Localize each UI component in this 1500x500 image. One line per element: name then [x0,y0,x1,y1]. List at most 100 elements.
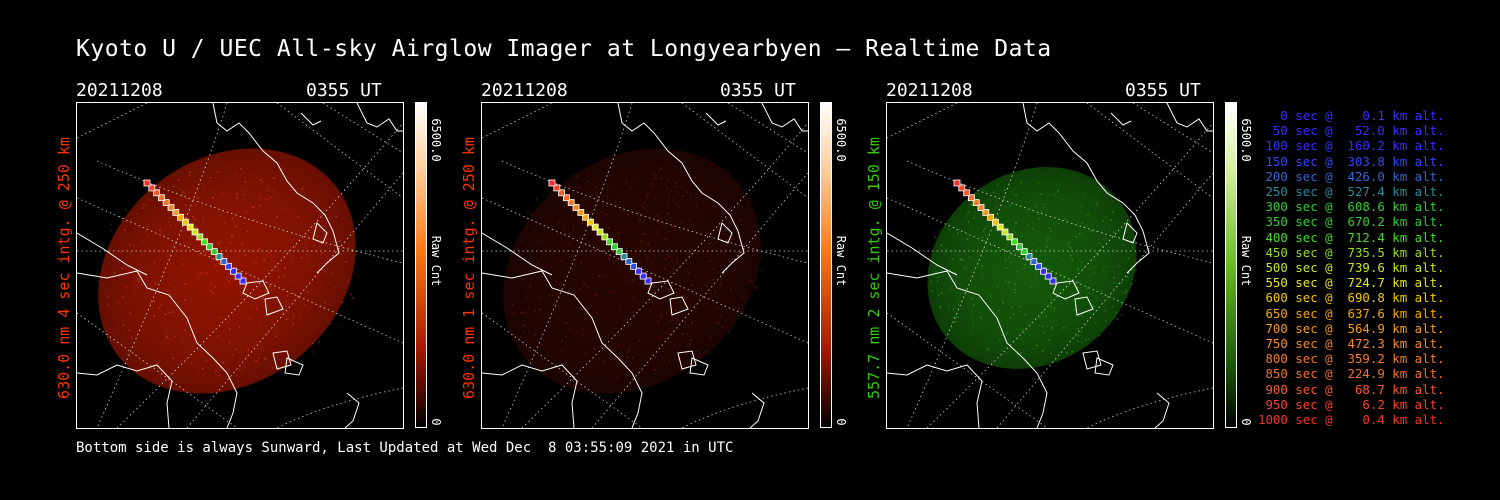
colorbar [820,102,832,428]
legend-entry: 700 sec @ 564.9 km alt. [1258,320,1445,336]
trajectory-marker [153,189,160,197]
trajectory-marker [158,194,165,202]
legend-entry: 0 sec @ 0.1 km alt. [1258,108,1445,123]
grid-line [1132,103,1213,154]
grid-line [482,103,553,139]
coastline [1074,296,1094,316]
coastline [717,222,733,244]
trajectory-marker [982,209,990,216]
trajectory-marker [972,199,980,206]
grid-line [77,103,148,139]
grid-line [501,103,633,428]
coastline [1052,280,1080,300]
coastline [1110,112,1132,126]
grid-line [591,172,808,428]
trajectory-marker [615,248,623,256]
coastline [77,232,148,276]
page-title: Kyoto U / UEC All-sky Airglow Imager at … [76,36,1052,62]
trajectory-marker [625,257,633,265]
legend-entry: 550 sec @ 724.7 km alt. [1258,275,1445,291]
legend-entry: 400 sec @ 712.4 km alt. [1258,229,1445,245]
trajectory-marker [172,209,180,216]
trajectory-marker [634,267,642,275]
legend-entry: 300 sec @ 608.6 km alt. [1258,199,1445,215]
allsky-image [76,102,404,429]
trajectory-marker [1015,243,1023,251]
legend-entry: 500 sec @ 739.6 km alt. [1258,260,1445,276]
trajectory-marker [992,218,999,226]
grid-line [77,312,238,428]
coastline [212,103,340,274]
legend-entry: 600 sec @ 690.8 km alt. [1258,290,1445,306]
trajectory-marker [577,209,585,216]
colorbar [1225,102,1237,428]
legend-entry: 100 sec @ 160.2 km alt. [1258,138,1445,154]
trajectory-marker [958,184,966,192]
trajectory-marker [548,179,556,187]
coastline [887,270,1048,428]
trajectory-legend: 0 sec @ 0.1 km alt. 50 sec @ 52.0 km alt… [1258,108,1445,427]
grid-line [996,172,1213,428]
coastline [77,270,238,428]
legend-entry: 250 sec @ 527.4 km alt. [1258,184,1445,200]
trajectory-marker [167,204,175,211]
trajectory-marker [563,194,570,202]
legend-entry: 650 sec @ 637.6 km alt. [1258,305,1445,321]
trajectory-marker [591,223,599,231]
coastline [1154,392,1170,428]
trajectory-marker [558,189,565,197]
trajectory-marker [1049,277,1057,285]
grid-line [77,197,403,344]
coastline [705,112,727,126]
coastline [284,357,304,376]
legend-entry: 800 sec @ 359.2 km alt. [1258,351,1445,367]
trajectory-marker [1001,228,1009,236]
trajectory-marker [201,238,208,246]
grid-line [276,387,403,428]
allsky-image [886,102,1214,429]
panel-date: 20211208 [76,80,163,101]
trajectory-marker [1030,257,1038,265]
trajectory-marker [968,194,975,202]
grid-line [276,103,403,199]
airglow-emission [503,148,761,394]
trajectory-marker [567,199,575,206]
trajectory-marker [987,213,994,221]
legend-entry: 850 sec @ 224.9 km alt. [1258,366,1445,382]
grid-line [1086,103,1213,199]
grid-line [887,312,1048,428]
coastline [677,350,697,370]
coastline [300,112,322,126]
grid-line [501,160,808,264]
legend-entry: 750 sec @ 472.3 km alt. [1258,336,1445,352]
trajectory-marker [606,238,613,246]
grid-line [96,103,228,428]
coastline [272,350,292,370]
coastline [887,364,983,428]
ylabel-text: 630.0 nm 4 sec intg. @ 250 km [55,137,73,399]
airglow-emission [927,167,1137,369]
coastline [482,232,553,276]
trajectory-marker [553,184,561,192]
coastline [761,103,808,132]
coastline [1166,103,1213,132]
coastline [356,103,403,132]
allsky-map [77,103,403,428]
grid-line [887,197,1213,344]
grid-line [727,103,808,154]
trajectory-marker [596,228,604,236]
panel-date: 20211208 [481,80,568,101]
allsky-map [887,103,1213,428]
coastline [344,392,360,428]
trajectory-marker [963,189,970,197]
footer-status: Bottom side is always Sunward, Last Upda… [76,440,734,456]
airglow-emission [98,148,356,394]
trajectory-marker [143,179,151,187]
grid-line [96,160,403,264]
trajectory-marker [182,218,189,226]
coastline [1094,357,1114,376]
grid-line [186,172,403,428]
trajectory-marker [205,243,213,251]
coastline [647,280,675,300]
panel-time: 0355 UT [1125,80,1201,101]
